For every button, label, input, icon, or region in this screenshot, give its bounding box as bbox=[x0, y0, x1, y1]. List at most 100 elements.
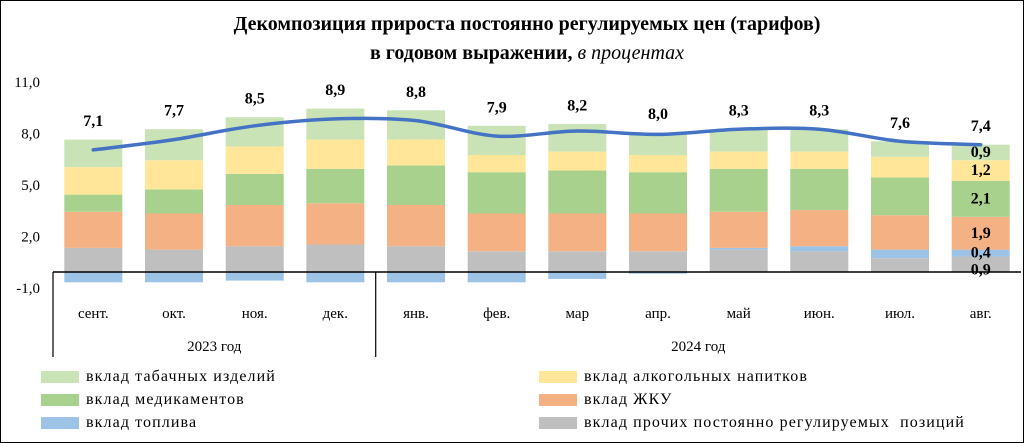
bar-segment-series-3 bbox=[145, 189, 203, 214]
bar-segment-series-4 bbox=[871, 156, 929, 178]
x-tick-label: мар bbox=[566, 306, 590, 322]
chart-title: Декомпозиция прироста постоянно регулиру… bbox=[1, 10, 1023, 68]
y-tick-label: 2,0 bbox=[21, 230, 40, 246]
bar-segment-series-1 bbox=[629, 272, 687, 274]
bars bbox=[64, 108, 1010, 283]
bar-segment-series-2 bbox=[64, 211, 123, 248]
total-value-label: 7,7 bbox=[164, 103, 184, 120]
bar-segment-series-4 bbox=[387, 139, 445, 166]
total-value-label: 8,3 bbox=[729, 103, 749, 120]
bar-segment-series-0 bbox=[871, 258, 929, 272]
bar-segment-series-5 bbox=[64, 139, 123, 168]
total-value-label: 8,5 bbox=[245, 91, 265, 108]
total-value-label: 8,2 bbox=[567, 98, 587, 115]
total-value-label: 7,1 bbox=[83, 113, 103, 130]
bar-segment-series-1 bbox=[64, 272, 123, 283]
bar-segment-series-4 bbox=[548, 151, 607, 171]
bar-segment-series-0 bbox=[790, 251, 849, 272]
x-tick-label: фев. bbox=[483, 306, 510, 322]
bar-segment-series-2 bbox=[306, 203, 365, 245]
bar-segment-series-1 bbox=[548, 272, 607, 279]
bar-segment-series-3 bbox=[548, 170, 607, 214]
bar-segment-series-0 bbox=[306, 244, 365, 272]
x-tick-label: ноя. bbox=[242, 306, 268, 322]
x-tick-label: авг. bbox=[970, 306, 992, 322]
y-tick-label: 5,0 bbox=[21, 178, 40, 194]
bar-segment-series-5 bbox=[467, 125, 526, 155]
x-tick-label: дек. bbox=[323, 306, 348, 322]
legend-item-housing: вклад ЖКУ bbox=[539, 390, 672, 410]
total-value-label: 8,8 bbox=[406, 84, 426, 101]
total-value-label: 7,6 bbox=[890, 115, 910, 132]
total-value-label: 7,9 bbox=[487, 99, 507, 116]
chart-title-line1: Декомпозиция прироста постоянно регулиру… bbox=[233, 13, 821, 35]
bar-segment-series-1 bbox=[951, 249, 1010, 257]
chart-unit: в процентах bbox=[577, 42, 685, 64]
bar-segment-series-3 bbox=[629, 172, 687, 214]
bar-segment-series-3 bbox=[64, 194, 123, 212]
total-value-label: 8,9 bbox=[325, 82, 345, 99]
y-tick-label: -1,0 bbox=[16, 281, 40, 297]
bar-segment-series-1 bbox=[387, 272, 445, 283]
total-line bbox=[91, 116, 983, 152]
bar-segment-series-2 bbox=[951, 217, 1010, 250]
bar-segment-series-2 bbox=[467, 213, 526, 252]
bar-segment-series-4 bbox=[145, 160, 203, 190]
legend-swatch bbox=[41, 371, 79, 383]
bar-segment-series-3 bbox=[467, 172, 526, 214]
legend-label: вклад прочих постоянно регулируемых пози… bbox=[584, 414, 965, 431]
chart-title-line2-text: в годовом выражении, bbox=[369, 42, 573, 64]
bar-segment-series-4 bbox=[709, 151, 768, 169]
bar-segment-series-5 bbox=[790, 129, 849, 152]
legend-label: вклад табачных изделий bbox=[86, 368, 276, 385]
bar-segment-series-3 bbox=[709, 168, 768, 212]
bar-segment-series-4 bbox=[467, 155, 526, 173]
bar-segment-series-2 bbox=[629, 213, 687, 252]
legend-swatch bbox=[41, 394, 79, 406]
chart-title-line2: в годовом выражении, в процентах bbox=[31, 39, 1023, 68]
bar-segment-series-3 bbox=[387, 165, 445, 205]
bar-segment-series-5 bbox=[306, 108, 365, 140]
bar-segment-series-1 bbox=[225, 272, 284, 281]
bar-segment-series-0 bbox=[64, 247, 123, 272]
bar-segment-series-1 bbox=[467, 272, 526, 283]
bar-segment-series-0 bbox=[951, 256, 1010, 272]
legend-label: вклад топлива bbox=[86, 414, 198, 431]
segment-data-label: 1,9 bbox=[971, 225, 991, 242]
segment-data-label: 0,9 bbox=[971, 262, 991, 279]
bar-segment-series-2 bbox=[548, 213, 607, 252]
legend-label: вклад алкогольных напитков bbox=[584, 368, 808, 385]
bar-segment-series-4 bbox=[629, 155, 687, 173]
year-group-label: 2024 год bbox=[671, 339, 726, 355]
bar-segment-series-1 bbox=[709, 247, 768, 250]
segment-data-label: 1,2 bbox=[971, 162, 991, 179]
bar-segment-series-2 bbox=[387, 204, 445, 247]
bar-segment-series-0 bbox=[387, 246, 445, 272]
y-tick-label: 11,0 bbox=[14, 75, 40, 91]
bar-segment-series-5 bbox=[629, 132, 687, 156]
bar-segment-series-5 bbox=[871, 141, 929, 157]
legend-item-other: вклад прочих постоянно регулируемых пози… bbox=[539, 413, 965, 433]
bar-segment-series-3 bbox=[790, 168, 849, 211]
legend-swatch bbox=[41, 417, 79, 429]
total-value-label: 8,0 bbox=[648, 106, 668, 123]
bar-segment-series-3 bbox=[306, 168, 365, 204]
x-tick-label: апр. bbox=[645, 306, 671, 322]
legend-item-alcohol: вклад алкогольных напитков bbox=[539, 367, 808, 387]
segment-data-label: 0,4 bbox=[971, 245, 991, 262]
legend-label: вклад ЖКУ bbox=[584, 391, 673, 408]
bar-segment-series-5 bbox=[709, 129, 768, 152]
total-value-label: 8,3 bbox=[809, 103, 829, 120]
legend-item-fuel: вклад топлива bbox=[41, 413, 197, 433]
x-tick-label: июл. bbox=[885, 306, 915, 322]
bar-segment-series-4 bbox=[306, 139, 365, 169]
legend-item-tobacco: вклад табачных изделий bbox=[41, 367, 276, 387]
bar-segment-series-5 bbox=[145, 129, 203, 161]
bar-segment-series-2 bbox=[709, 211, 768, 248]
legend-swatch bbox=[539, 417, 577, 429]
bar-segment-series-5 bbox=[548, 124, 607, 152]
x-tick-label: сент. bbox=[78, 306, 109, 322]
bar-segment-series-1 bbox=[871, 249, 929, 259]
bar-segment-series-2 bbox=[871, 215, 929, 250]
